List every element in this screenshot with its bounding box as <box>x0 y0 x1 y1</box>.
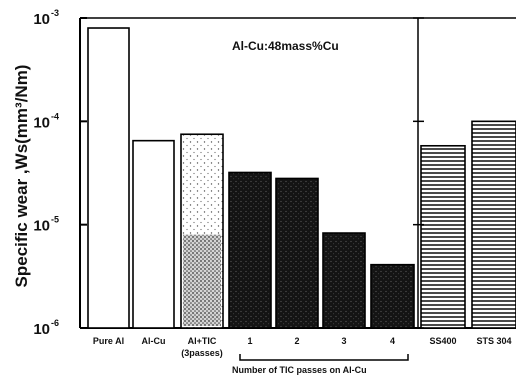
x-axis-labels: Pure Al Al-Cu Al+TIC (3passes) 1 2 3 4 SS400 STS … <box>93 336 512 361</box>
y-tick-exponent: -4 <box>51 111 59 121</box>
y-axis-label: Specific wear ,Ws(mm³/Nm) <box>12 65 31 288</box>
y-tick-exponent: -3 <box>51 8 59 18</box>
bar-sts-304 <box>471 120 516 329</box>
chart-annotation: Al-Cu:48mass%Cu <box>232 39 339 53</box>
y-tick-exponent: -6 <box>51 318 59 328</box>
bar-1 <box>228 171 272 329</box>
bar-speckle-region <box>183 234 221 326</box>
bar-3 <box>322 232 366 329</box>
x-tick-label: Al-Cu <box>142 336 166 346</box>
y-tick-label: 10 <box>33 114 50 131</box>
bar-2 <box>275 177 319 329</box>
x-tick-label: Pure Al <box>93 336 124 346</box>
x-tick-label: SS400 <box>429 336 456 346</box>
x-tick-label: Al+TIC <box>188 336 217 346</box>
x-tick-sublabel: (3passes) <box>181 348 223 358</box>
x-tick-label: 2 <box>294 336 299 346</box>
x-tick-label: STS 304 <box>476 336 511 346</box>
y-tick-label: 10 <box>33 321 50 338</box>
pass-group-bracket <box>239 354 409 361</box>
bars-group <box>87 27 516 329</box>
x-axis-label: Number of TIC passes on Al-Cu <box>232 365 367 375</box>
y-tick-exponent: -5 <box>51 215 59 225</box>
bar-pure-al <box>87 27 130 329</box>
x-tick-label: 1 <box>247 336 252 346</box>
bar-ss400 <box>420 144 466 329</box>
y-axis-ticks: 10-310-410-510-6 <box>33 8 424 338</box>
bar-al-cu <box>132 139 175 329</box>
y-tick-label: 10 <box>33 218 50 235</box>
bar-4 <box>370 263 415 329</box>
x-tick-label: 3 <box>341 336 346 346</box>
y-tick-label: 10 <box>33 11 50 28</box>
x-tick-label: 4 <box>390 336 395 346</box>
